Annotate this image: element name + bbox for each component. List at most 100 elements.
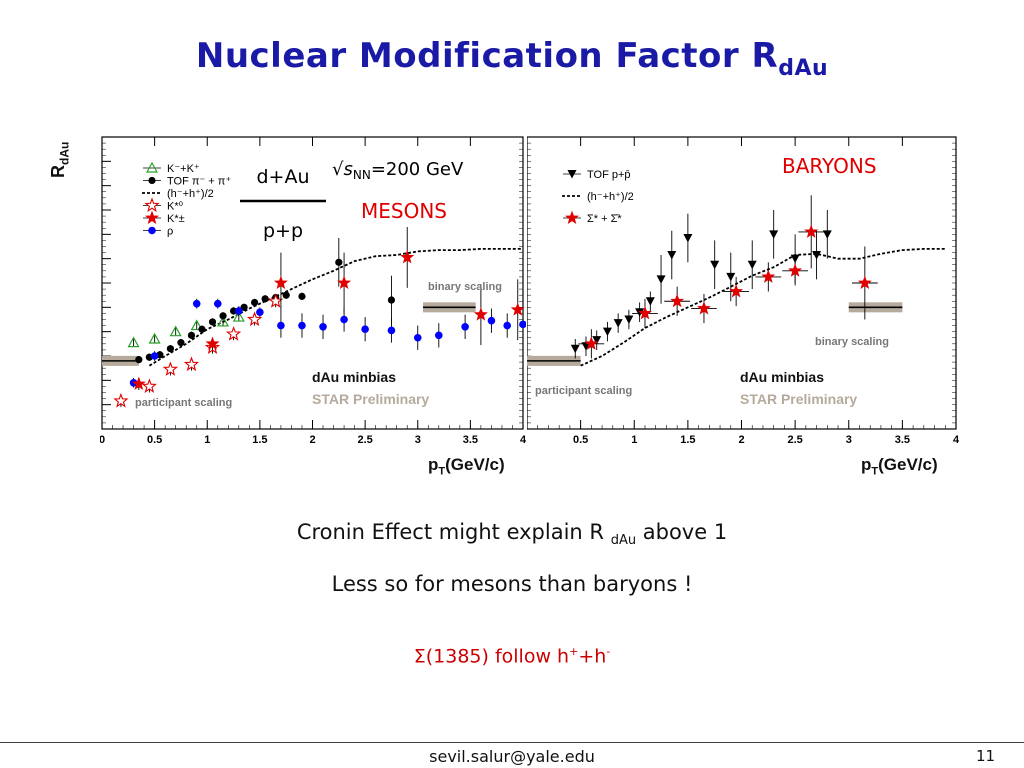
kk-point bbox=[148, 332, 161, 344]
rho-point bbox=[319, 323, 327, 331]
baryons-chart: 0.5 1 1.5 2 2.5 3 3.5 4 TOF p+p̄ (h⁻+h⁺)/2 Σ* + Σ̄… bbox=[527, 136, 959, 446]
tofp-point bbox=[769, 230, 779, 239]
legend-hh-label: (h⁻+h⁺)/2 bbox=[167, 188, 214, 200]
baryons-label: BARYONS bbox=[782, 154, 877, 178]
x-tick-label: 2.5 bbox=[787, 434, 802, 446]
legend-hh-label: (h⁻+h⁺)/2 bbox=[587, 191, 634, 203]
kpm-point bbox=[473, 307, 488, 321]
rho-point bbox=[213, 299, 222, 308]
kpm-point bbox=[337, 275, 352, 290]
footer-email: sevil.salur@yale.edu bbox=[429, 747, 595, 766]
sig-point bbox=[670, 293, 685, 308]
tofp-point bbox=[635, 308, 645, 317]
tofp-point bbox=[602, 327, 612, 337]
rho-point bbox=[361, 325, 369, 334]
x-tick-label: 0.5 bbox=[147, 434, 162, 446]
kpm-point bbox=[400, 250, 415, 264]
tofp-point bbox=[683, 233, 693, 243]
rho-point bbox=[150, 352, 159, 360]
rho-point bbox=[277, 321, 285, 330]
sig-point bbox=[761, 269, 776, 283]
rho-point bbox=[298, 321, 306, 330]
legend-kk-label: K⁻+K⁺ bbox=[167, 163, 200, 175]
x-tick-label: 3.5 bbox=[895, 434, 910, 446]
rho-point bbox=[340, 315, 348, 324]
x-tick-label: 4 bbox=[520, 434, 526, 446]
x-tick-label: 3 bbox=[846, 434, 852, 446]
k0-point bbox=[268, 293, 284, 308]
binary-scaling-label: binary scaling bbox=[428, 281, 502, 293]
x-tick-label: 2 bbox=[738, 434, 744, 446]
x-tick-label: 0.5 bbox=[573, 434, 588, 446]
legend-sig-label: Σ* + Σ̄* bbox=[587, 213, 622, 225]
x-tick-label: 4 bbox=[953, 434, 959, 446]
sig-point bbox=[696, 301, 711, 315]
x-tick-label: 2 bbox=[309, 434, 315, 446]
preliminary-label: STAR Preliminary bbox=[312, 391, 429, 407]
baryons-x-axis-label: pT(GeV/c) bbox=[861, 455, 938, 478]
pi-point bbox=[282, 291, 290, 299]
x-tick-label: 1.5 bbox=[252, 434, 267, 446]
x-tick-label: 1 bbox=[631, 434, 637, 446]
legend-kpm-marker bbox=[144, 210, 160, 225]
k0-point bbox=[183, 356, 200, 372]
pi-point bbox=[219, 312, 227, 320]
legend-pi-label: TOF π⁻ + π⁺ bbox=[167, 176, 231, 188]
kk-point bbox=[217, 315, 230, 327]
pi-point bbox=[251, 298, 259, 307]
legend-rho-label: ρ bbox=[167, 226, 173, 238]
caption-sigma: Σ(1385) follow h++h- bbox=[413, 645, 611, 668]
kpm-point bbox=[131, 376, 146, 390]
sig-point bbox=[637, 306, 653, 320]
footer-divider bbox=[0, 742, 1024, 743]
k0-point bbox=[246, 311, 263, 327]
pi-point bbox=[298, 292, 306, 300]
plot-frame bbox=[527, 136, 957, 430]
slide-title: Nuclear Modification Factor RdAu bbox=[195, 36, 829, 81]
rho-point bbox=[503, 321, 512, 330]
legend-tofp-marker bbox=[567, 170, 577, 179]
pi-point bbox=[240, 303, 248, 311]
rho-point bbox=[256, 308, 264, 316]
pi-point bbox=[261, 295, 269, 303]
legend-pi-marker bbox=[148, 176, 156, 185]
sig-point bbox=[729, 284, 744, 298]
kk-point bbox=[190, 319, 203, 331]
plot-frame bbox=[101, 136, 524, 430]
pi-point bbox=[229, 307, 238, 315]
rho-point bbox=[192, 299, 201, 308]
kk-point bbox=[232, 310, 245, 322]
legend-kk-marker bbox=[145, 161, 159, 173]
x-tick-label: 1.5 bbox=[680, 434, 695, 446]
caption-cronin: Cronin Effect might explain R dAu above … bbox=[296, 520, 728, 549]
pi-point bbox=[177, 339, 185, 347]
pi-point bbox=[166, 345, 175, 353]
k0-point bbox=[225, 326, 242, 341]
tofp-point bbox=[570, 344, 580, 354]
legend-k0-label: K*⁰ bbox=[167, 201, 184, 213]
hh-curve bbox=[148, 248, 523, 367]
rho-point bbox=[519, 320, 526, 329]
hh-curve bbox=[580, 248, 946, 367]
x-tick-label: 3 bbox=[415, 434, 421, 446]
rho-point bbox=[387, 326, 396, 335]
tofp-point bbox=[710, 260, 720, 270]
kpm-point bbox=[510, 302, 525, 316]
participant-scaling-label: participant scaling bbox=[535, 385, 632, 397]
k0-point bbox=[113, 392, 129, 408]
legend-rho-marker bbox=[148, 226, 156, 235]
legend-sig-marker bbox=[564, 210, 580, 225]
energy-label: √sNN=200 GeV bbox=[332, 159, 464, 182]
tofp-point bbox=[656, 275, 666, 284]
sig-point bbox=[584, 336, 599, 350]
rho-point bbox=[435, 331, 443, 340]
tofp-point bbox=[812, 251, 822, 260]
rho-point bbox=[235, 307, 243, 315]
x-tick-label: 3.5 bbox=[463, 434, 478, 446]
k0-point bbox=[162, 361, 179, 376]
tofp-point bbox=[822, 230, 832, 239]
pi-point bbox=[335, 258, 343, 266]
rho-point bbox=[413, 333, 422, 342]
kpm-point bbox=[273, 275, 288, 290]
kk-point bbox=[169, 325, 182, 337]
